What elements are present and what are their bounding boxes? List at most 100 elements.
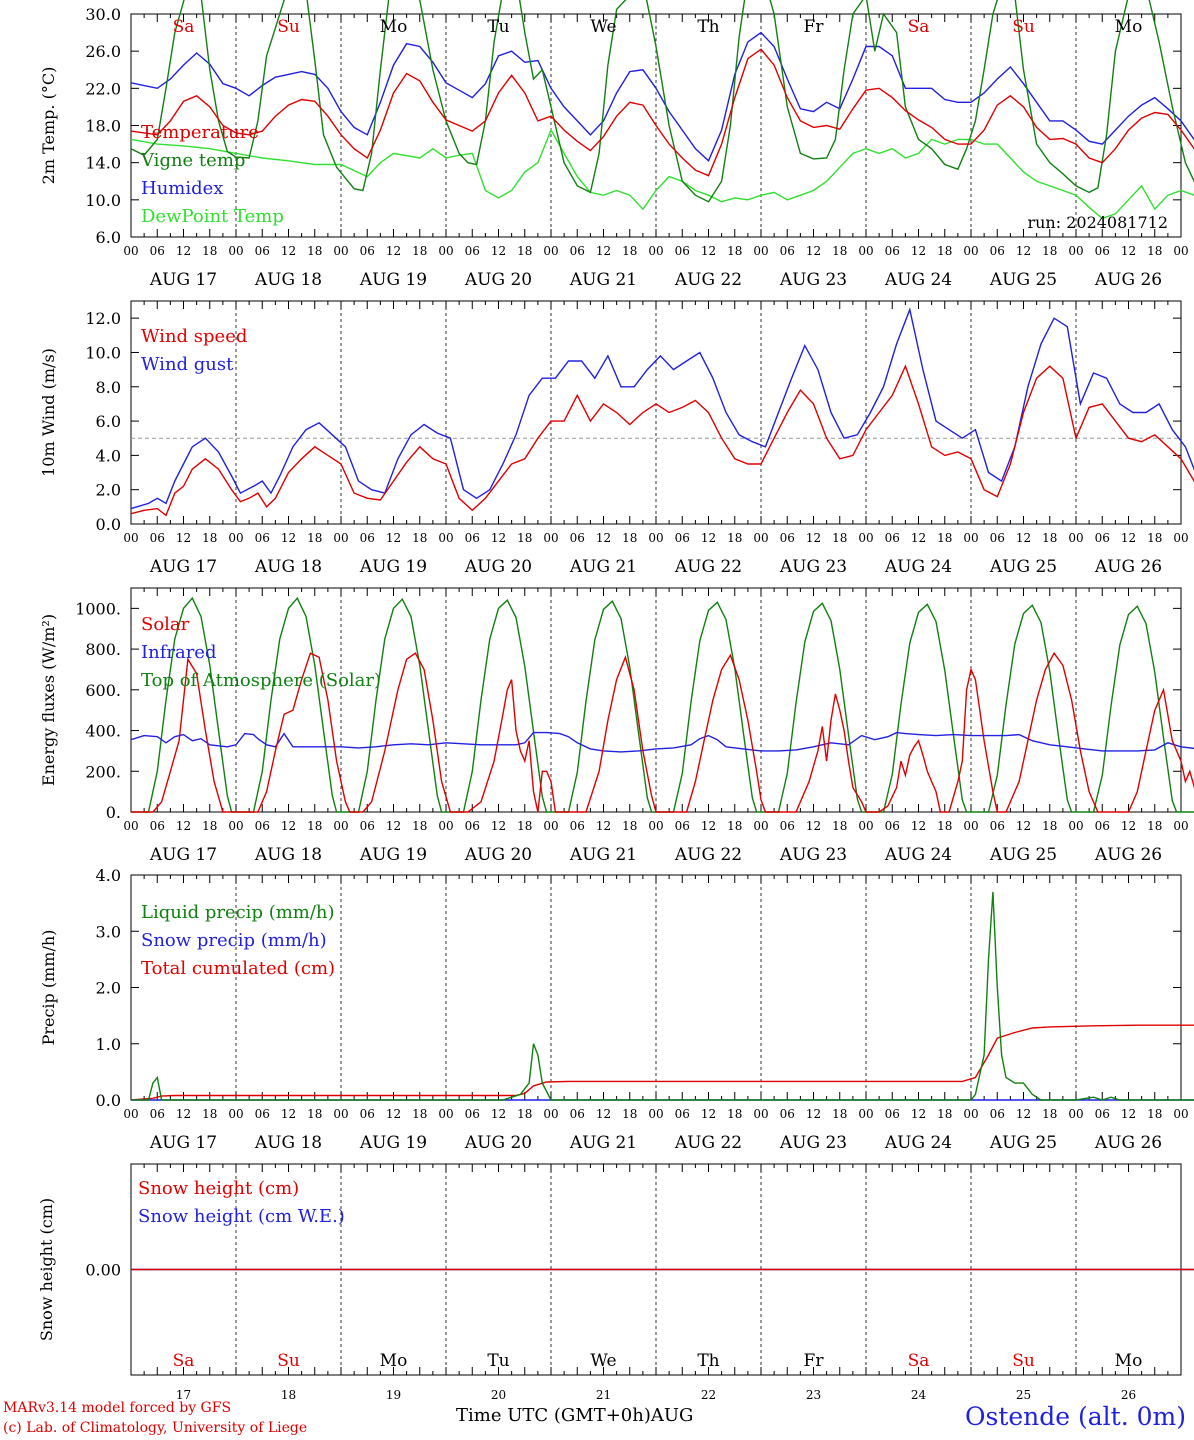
y-axis-label: 2m Temp. (°C) — [39, 67, 58, 185]
hour-tick-label: 12 — [1121, 1107, 1136, 1121]
hour-tick-label: 06 — [1095, 244, 1110, 258]
weekday-label: Mo — [1115, 17, 1143, 37]
series-line-dewpoint-temp — [130, 128, 1194, 220]
hour-tick-label: 18 — [937, 531, 952, 545]
hour-tick-label: 18 — [517, 1107, 532, 1121]
hour-tick-label: 12 — [1016, 531, 1031, 545]
hour-tick-label: 00 — [543, 531, 558, 545]
day-label: AUG 20 — [464, 557, 532, 577]
hour-tick-label: 12 — [596, 244, 611, 258]
weekday-label: Fr — [804, 1351, 825, 1371]
hour-tick-label: 00 — [1068, 1107, 1083, 1121]
weekday-label: Tu — [487, 1351, 509, 1371]
hour-tick-label: 00 — [753, 1107, 768, 1121]
y-tick-label: 12.0 — [85, 309, 121, 328]
hour-tick-label: 12 — [176, 1107, 191, 1121]
hour-tick-label: 12 — [491, 531, 506, 545]
day-label: AUG 17 — [149, 1133, 217, 1153]
series-line-liquid-precip-mm-h- — [131, 891, 1194, 1101]
weekday-label: We — [590, 17, 616, 37]
day-label: AUG 19 — [359, 557, 427, 577]
hour-tick-label: 18 — [307, 1107, 322, 1121]
hour-tick-label: 18 — [1042, 531, 1057, 545]
hour-tick-label: 12 — [1016, 244, 1031, 258]
hour-tick-label: 12 — [701, 244, 716, 258]
hour-tick-label: 00 — [543, 244, 558, 258]
hour-tick-label: 12 — [1121, 244, 1136, 258]
legend-entry: Solar — [141, 614, 190, 635]
hour-tick-label: 00 — [438, 531, 453, 545]
day-label: AUG 19 — [359, 845, 427, 865]
hour-tick-label: 12 — [806, 244, 821, 258]
hour-tick-label: 18 — [832, 531, 847, 545]
hour-tick-label: 12 — [1121, 531, 1136, 545]
day-label: AUG 17 — [149, 845, 217, 865]
weekday-label: Mo — [1115, 1351, 1143, 1371]
y-tick-label: 8.0 — [96, 378, 121, 397]
station-location: Ostende (alt. 0m) — [965, 1402, 1186, 1431]
y-tick-label: 800. — [85, 640, 121, 659]
hour-tick-label: 18 — [412, 819, 427, 833]
day-label: AUG 17 — [149, 557, 217, 577]
weekday-label: Su — [277, 1351, 300, 1371]
hour-tick-label: 00 — [858, 1107, 873, 1121]
hour-tick-label: 00 — [648, 1107, 663, 1121]
hour-tick-label: 00 — [1068, 819, 1083, 833]
hour-tick-label: 00 — [438, 1107, 453, 1121]
hour-tick-label: 06 — [150, 819, 165, 833]
y-tick-label: 0. — [106, 803, 121, 822]
hour-tick-label: 18 — [202, 819, 217, 833]
hour-tick-label: 12 — [596, 819, 611, 833]
day-label: AUG 26 — [1094, 557, 1162, 577]
hour-tick-label: 18 — [1042, 244, 1057, 258]
x-axis-title: Time UTC (GMT+0h)AUG — [456, 1405, 693, 1426]
hour-tick-label: 06 — [255, 1107, 270, 1121]
day-label: AUG 23 — [779, 845, 847, 865]
hour-tick-label: 06 — [360, 531, 375, 545]
y-axis-label: Snow height (cm) — [37, 1198, 56, 1341]
hour-tick-label: 06 — [255, 819, 270, 833]
run-annotation: run: 2024081712 — [1027, 213, 1168, 232]
hour-tick-label: 06 — [360, 1107, 375, 1121]
y-tick-label: 6.0 — [96, 412, 121, 431]
legend-entry: Infrared — [141, 642, 216, 663]
day-label: AUG 25 — [989, 1133, 1057, 1153]
hour-tick-label: 00 — [543, 1107, 558, 1121]
y-tick-label: 6.0 — [96, 228, 121, 247]
y-tick-label: 4.0 — [96, 866, 121, 885]
day-number-label: 26 — [1121, 1388, 1136, 1402]
y-tick-label: 200. — [85, 762, 121, 781]
hour-tick-label: 18 — [1147, 819, 1162, 833]
hour-tick-label: 12 — [1121, 819, 1136, 833]
day-label: AUG 19 — [359, 270, 427, 290]
day-label: AUG 21 — [569, 270, 637, 290]
weekday-label: We — [590, 1351, 616, 1371]
plot-frame — [130, 587, 1182, 813]
hour-tick-label: 12 — [281, 819, 296, 833]
weekday-label: Sa — [173, 17, 195, 37]
hour-tick-label: 06 — [780, 1107, 795, 1121]
hour-tick-label: 06 — [570, 531, 585, 545]
hour-tick-label: 06 — [885, 1107, 900, 1121]
day-label: AUG 18 — [254, 1133, 322, 1153]
hour-tick-label: 00 — [648, 819, 663, 833]
hour-tick-label: 06 — [990, 819, 1005, 833]
hour-tick-label: 18 — [832, 1107, 847, 1121]
lab-credit: (c) Lab. of Climatology, University of L… — [3, 1420, 308, 1436]
day-label: AUG 21 — [569, 557, 637, 577]
day-number-label: 21 — [596, 1388, 611, 1402]
hour-tick-label: 12 — [176, 819, 191, 833]
y-tick-label: 3.0 — [96, 922, 121, 941]
day-label: AUG 24 — [884, 845, 952, 865]
hour-tick-label: 06 — [990, 244, 1005, 258]
hour-tick-label: 12 — [281, 531, 296, 545]
day-label: AUG 23 — [779, 1133, 847, 1153]
hour-tick-label: 12 — [911, 531, 926, 545]
hour-tick-label: 00 — [333, 531, 348, 545]
hour-tick-label: 00 — [963, 531, 978, 545]
hour-tick-label: 06 — [675, 531, 690, 545]
y-tick-label: 22.0 — [85, 79, 121, 98]
series-line-infrared — [130, 731, 1194, 753]
hour-tick-label: 00 — [333, 244, 348, 258]
hour-tick-label: 00 — [963, 819, 978, 833]
